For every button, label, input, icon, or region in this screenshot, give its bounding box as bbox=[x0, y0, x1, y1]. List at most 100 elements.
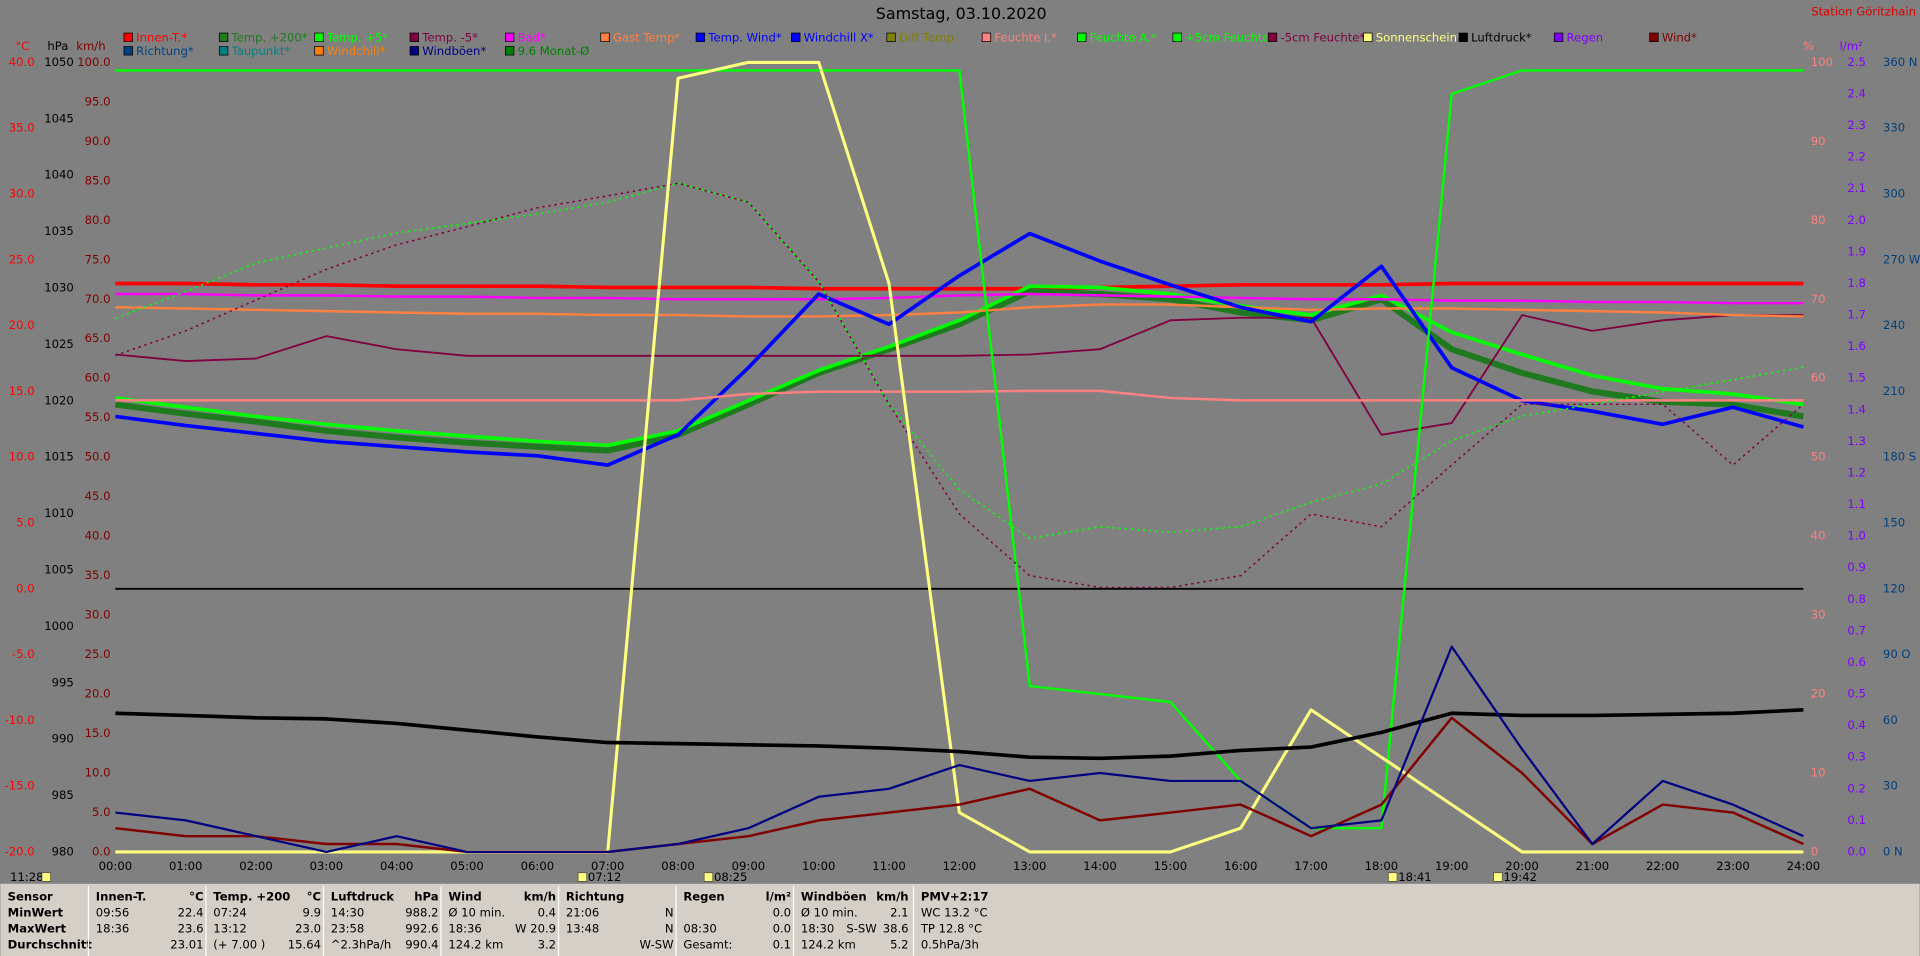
y-tick-label: 50.0 bbox=[85, 450, 111, 464]
x-tick-label: 12:00 bbox=[943, 859, 976, 873]
y-tick-label: 300 bbox=[1883, 187, 1905, 201]
y-tick-label: 1.0 bbox=[1847, 529, 1865, 543]
legend-swatch bbox=[505, 46, 515, 56]
y-tick-label: 2.4 bbox=[1847, 87, 1865, 101]
stat-cell: 18:30 bbox=[801, 922, 834, 936]
legend-label: Diff Temp. bbox=[899, 30, 957, 44]
y-tick-label: 15.0 bbox=[85, 726, 111, 740]
y-tick-label: 1050 bbox=[44, 55, 74, 69]
y-tick-label: 1035 bbox=[44, 224, 74, 238]
stat-cell: 990.4 bbox=[405, 937, 438, 951]
column-header: Regen bbox=[683, 890, 724, 904]
station: Station Göritzhain bbox=[1811, 5, 1916, 19]
stat-cell: W 20.9 bbox=[515, 922, 556, 936]
y-tick-label: 2.3 bbox=[1847, 118, 1865, 132]
time-marker-icon bbox=[577, 872, 587, 882]
y-tick-label: 2.2 bbox=[1847, 150, 1865, 164]
y-tick-label: 0 N bbox=[1883, 844, 1903, 858]
stat-cell: N bbox=[665, 922, 674, 936]
legend-swatch bbox=[218, 46, 229, 56]
y-tick-label: 1.6 bbox=[1847, 339, 1865, 353]
column-header: Wind bbox=[448, 890, 481, 904]
y-tick-label: 360 N bbox=[1883, 55, 1918, 69]
y-tick-label: 1015 bbox=[44, 450, 74, 464]
legend-swatch bbox=[695, 32, 706, 42]
y-tick-label: 25.0 bbox=[9, 252, 35, 266]
series-line bbox=[115, 284, 1804, 448]
legend-swatch bbox=[1267, 32, 1278, 42]
y-tick-label: 10.0 bbox=[85, 766, 111, 780]
chart-title: Samstag, 03.10.2020 bbox=[876, 4, 1047, 23]
y-tick-label: -5.0 bbox=[12, 647, 35, 661]
row-label: MinWert bbox=[8, 906, 64, 920]
legend-swatch bbox=[1458, 32, 1468, 42]
stat-cell: 07:24 bbox=[213, 906, 246, 920]
legend-label: Innen-T.* bbox=[136, 30, 187, 44]
y-tick-label: 90 bbox=[1811, 134, 1826, 148]
stat-cell: 992.6 bbox=[405, 922, 438, 936]
stat-cell: 0.4 bbox=[538, 906, 556, 920]
stat-cell: 5.2 bbox=[890, 937, 908, 951]
stat-cell: 18:36 bbox=[96, 922, 129, 936]
x-tick-label: 14:00 bbox=[1083, 859, 1116, 873]
stat-cell: 13:12 bbox=[213, 922, 246, 936]
stat-cell: 13:48 bbox=[566, 922, 599, 936]
legend-label: Temp. +5* bbox=[326, 30, 388, 44]
y-tick-label: 2.0 bbox=[1847, 213, 1865, 227]
legend-label: Windböen* bbox=[422, 44, 486, 58]
x-tick-label: 03:00 bbox=[310, 859, 343, 873]
y-tick-label: 20.0 bbox=[85, 687, 111, 701]
column-header: km/h bbox=[524, 890, 556, 904]
stat-cell: 23.0 bbox=[295, 922, 321, 936]
y-tick-label: 70 bbox=[1811, 292, 1826, 306]
stat-cell: Ø 10 min. bbox=[801, 906, 858, 920]
time-marker: 08:25 bbox=[714, 870, 747, 884]
y-tick-label: 1.2 bbox=[1847, 465, 1865, 479]
series-line bbox=[115, 716, 1804, 854]
y-tick-label: 990 bbox=[52, 732, 74, 746]
y-tick-label: 980 bbox=[52, 844, 74, 858]
legend-label: Temp. Wind* bbox=[707, 30, 781, 44]
stat-cell: 0.0 bbox=[773, 922, 791, 936]
x-tick-label: 00:00 bbox=[99, 859, 132, 873]
stat-cell: 9.9 bbox=[303, 906, 321, 920]
y-tick-label: 1.1 bbox=[1847, 497, 1865, 511]
column-header: Sensor bbox=[8, 890, 53, 904]
legend-label: Regen bbox=[1567, 30, 1604, 44]
legend-label: Sonnenschein* bbox=[1376, 30, 1463, 44]
y-tick-label: -20.0 bbox=[5, 844, 35, 858]
y-tick-label: 0.7 bbox=[1847, 623, 1865, 637]
column-header: °C bbox=[307, 890, 321, 904]
y-tick-label: 15.0 bbox=[9, 384, 35, 398]
y-tick-label: 5.0 bbox=[92, 805, 110, 819]
axis-unit: % bbox=[1803, 39, 1814, 53]
y-tick-label: 1.3 bbox=[1847, 434, 1865, 448]
y-tick-label: 270 W bbox=[1883, 252, 1920, 266]
y-tick-label: 35.0 bbox=[85, 568, 111, 582]
stat-cell: 0.5hPa/3h bbox=[921, 937, 979, 951]
legend-swatch bbox=[1553, 32, 1564, 42]
x-tick-label: 22:00 bbox=[1646, 859, 1679, 873]
column-header: Temp. +200 bbox=[213, 890, 290, 904]
y-tick-label: 35.0 bbox=[9, 121, 35, 135]
y-tick-label: 50 bbox=[1811, 450, 1826, 464]
legend-swatch bbox=[1363, 32, 1373, 42]
y-tick-label: 120 bbox=[1883, 581, 1905, 595]
y-tick-label: 30 bbox=[1883, 779, 1898, 793]
series-line bbox=[115, 708, 1804, 761]
y-tick-label: 65.0 bbox=[85, 331, 111, 345]
stat-cell: 2.1 bbox=[890, 906, 908, 920]
y-tick-label: 1.8 bbox=[1847, 276, 1865, 290]
y-tick-label: 1020 bbox=[44, 393, 74, 407]
x-tick-label: 05:00 bbox=[450, 859, 483, 873]
legend-swatch bbox=[791, 32, 801, 42]
legend-label: Luftdruck* bbox=[1471, 30, 1532, 44]
y-tick-label: 0.0 bbox=[1847, 844, 1865, 858]
legend-label: Wind* bbox=[1662, 30, 1697, 44]
stat-cell: 23.6 bbox=[178, 922, 204, 936]
stat-cell: (+ 7.00 ) bbox=[213, 937, 265, 951]
x-tick-label: 24:00 bbox=[1787, 859, 1820, 873]
y-tick-label: 75.0 bbox=[85, 252, 111, 266]
